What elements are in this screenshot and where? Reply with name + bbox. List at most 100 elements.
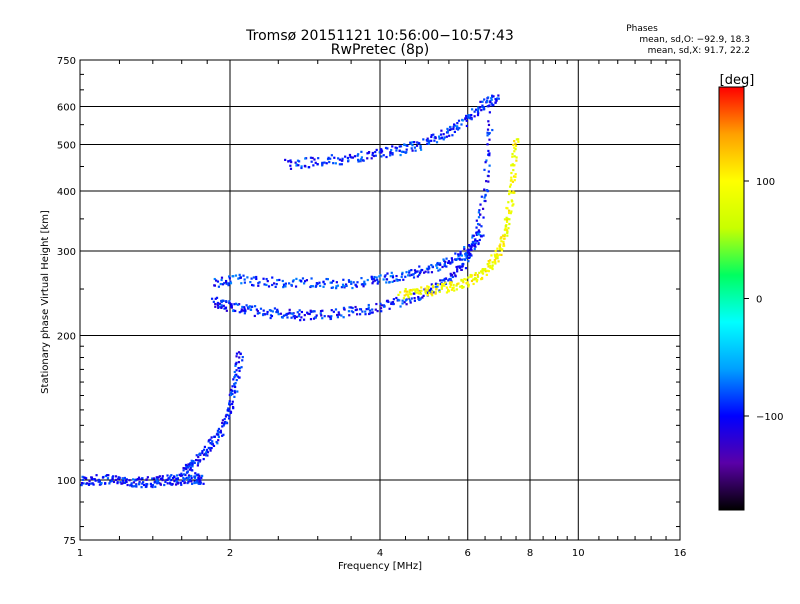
data-point bbox=[458, 265, 461, 268]
data-point bbox=[300, 166, 303, 170]
data-point bbox=[392, 298, 395, 301]
data-point bbox=[442, 133, 445, 136]
data-point bbox=[449, 281, 452, 284]
data-point bbox=[188, 463, 191, 466]
data-point bbox=[101, 476, 105, 479]
data-point bbox=[391, 302, 394, 306]
data-point bbox=[496, 247, 499, 250]
data-point bbox=[450, 128, 453, 131]
data-point bbox=[482, 216, 485, 219]
data-point bbox=[418, 292, 421, 295]
data-point bbox=[220, 306, 223, 310]
data-point bbox=[215, 279, 218, 282]
data-point bbox=[93, 478, 97, 481]
data-point bbox=[231, 392, 234, 396]
data-point bbox=[506, 230, 509, 233]
data-point bbox=[504, 227, 507, 230]
chart-title: Tromsø 20151121 10:56:00−10:57:43 bbox=[245, 28, 514, 44]
data-point bbox=[155, 476, 158, 479]
data-point bbox=[338, 313, 341, 316]
data-point bbox=[379, 274, 382, 277]
data-point bbox=[478, 271, 481, 274]
data-point bbox=[338, 158, 341, 161]
data-point bbox=[386, 147, 389, 150]
data-point bbox=[389, 154, 392, 157]
data-point bbox=[243, 309, 246, 312]
chart-grid bbox=[80, 60, 680, 540]
data-point bbox=[239, 276, 243, 279]
data-point bbox=[434, 136, 437, 140]
data-point bbox=[464, 278, 468, 281]
data-point bbox=[457, 282, 460, 285]
data-point bbox=[329, 157, 332, 160]
data-point bbox=[406, 144, 409, 147]
data-point bbox=[473, 247, 476, 251]
data-point bbox=[234, 364, 237, 367]
x-tick-label: 16 bbox=[674, 548, 687, 559]
data-point bbox=[199, 459, 202, 462]
data-point bbox=[257, 284, 260, 287]
x-tick-label: 6 bbox=[465, 548, 471, 559]
data-point bbox=[511, 152, 514, 156]
data-point bbox=[370, 276, 373, 279]
data-point bbox=[212, 444, 216, 448]
data-point bbox=[409, 288, 412, 292]
data-point bbox=[510, 191, 513, 194]
data-point bbox=[487, 123, 491, 127]
data-point bbox=[220, 304, 223, 307]
data-point bbox=[358, 308, 362, 311]
data-point bbox=[444, 282, 448, 285]
data-point bbox=[224, 415, 228, 418]
data-point bbox=[487, 170, 490, 173]
data-point bbox=[450, 281, 453, 284]
data-point bbox=[507, 209, 511, 212]
data-point bbox=[85, 482, 89, 485]
data-point bbox=[403, 143, 406, 147]
data-point bbox=[227, 417, 231, 420]
data-point bbox=[221, 425, 224, 428]
data-point bbox=[234, 274, 238, 277]
data-point bbox=[150, 485, 153, 488]
data-point bbox=[376, 309, 379, 313]
data-point bbox=[380, 148, 383, 151]
data-point bbox=[490, 102, 493, 105]
data-point bbox=[410, 269, 413, 272]
data-point bbox=[95, 474, 98, 477]
data-point bbox=[309, 309, 312, 312]
data-point bbox=[511, 204, 514, 207]
data-point bbox=[371, 282, 374, 285]
data-point bbox=[480, 195, 483, 198]
data-point bbox=[198, 453, 201, 456]
data-point bbox=[199, 482, 202, 486]
data-point bbox=[489, 101, 492, 104]
data-point bbox=[469, 247, 472, 251]
data-point bbox=[289, 164, 292, 167]
data-point bbox=[91, 482, 94, 485]
data-point bbox=[464, 254, 467, 257]
data-point bbox=[391, 145, 394, 148]
data-point bbox=[403, 294, 406, 297]
data-point bbox=[481, 100, 484, 103]
data-point bbox=[233, 376, 236, 379]
data-point bbox=[464, 267, 468, 270]
data-point bbox=[108, 482, 111, 485]
data-point bbox=[442, 138, 445, 141]
data-point bbox=[467, 276, 470, 279]
data-point bbox=[336, 284, 340, 287]
data-point bbox=[225, 421, 228, 424]
data-point bbox=[344, 283, 348, 286]
data-point bbox=[483, 98, 486, 101]
data-point bbox=[426, 289, 429, 292]
data-point bbox=[234, 385, 237, 389]
data-point bbox=[427, 287, 430, 290]
data-point bbox=[380, 150, 384, 153]
data-point bbox=[332, 162, 335, 165]
data-point bbox=[466, 282, 469, 285]
data-point bbox=[331, 286, 335, 289]
data-point bbox=[217, 306, 220, 309]
data-point bbox=[459, 285, 462, 288]
data-point bbox=[420, 286, 423, 289]
data-point bbox=[431, 294, 434, 297]
data-point bbox=[464, 252, 467, 255]
data-point bbox=[503, 233, 506, 236]
